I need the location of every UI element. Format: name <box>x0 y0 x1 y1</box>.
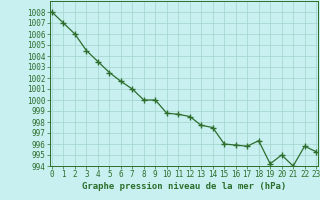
X-axis label: Graphe pression niveau de la mer (hPa): Graphe pression niveau de la mer (hPa) <box>82 182 286 191</box>
